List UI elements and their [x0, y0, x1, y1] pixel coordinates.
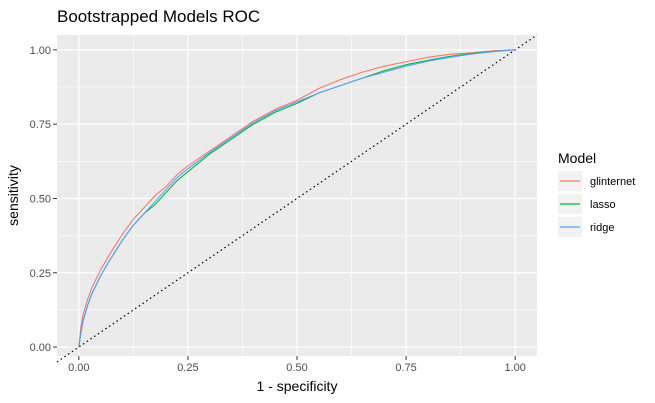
chart-title: Bootstrapped Models ROC [57, 7, 260, 26]
legend-title: Model [558, 150, 596, 166]
y-tick-label: 1.00 [30, 45, 51, 57]
y-tick-label: 0.75 [30, 119, 51, 131]
series-lines [78, 49, 516, 348]
y-tick-label: 0.50 [30, 193, 51, 205]
x-tick-label: 0.25 [177, 362, 198, 374]
major-gridlines [57, 35, 537, 356]
y-axis-title: sensitivity [5, 165, 21, 226]
legend: Model glinternet lasso ridge [558, 150, 635, 237]
series-line-ridge [78, 49, 516, 348]
x-tick-label: 0.00 [68, 362, 89, 374]
x-axis-ticks: 0.00 0.25 0.50 0.75 1.00 [68, 356, 526, 374]
x-tick-label: 0.75 [395, 362, 416, 374]
x-axis-title: 1 - specificity [257, 378, 338, 394]
x-tick-label: 1.00 [504, 362, 525, 374]
legend-label-glinternet: glinternet [590, 176, 635, 188]
x-tick-label: 0.50 [286, 362, 307, 374]
legend-label-ridge: ridge [590, 222, 614, 234]
series-line-glinternet [78, 49, 516, 348]
y-axis-ticks: 0.00 0.25 0.50 0.75 1.00 [30, 45, 57, 354]
y-tick-label: 0.25 [30, 268, 51, 280]
y-tick-label: 0.00 [30, 342, 51, 354]
legend-label-lasso: lasso [590, 199, 616, 211]
